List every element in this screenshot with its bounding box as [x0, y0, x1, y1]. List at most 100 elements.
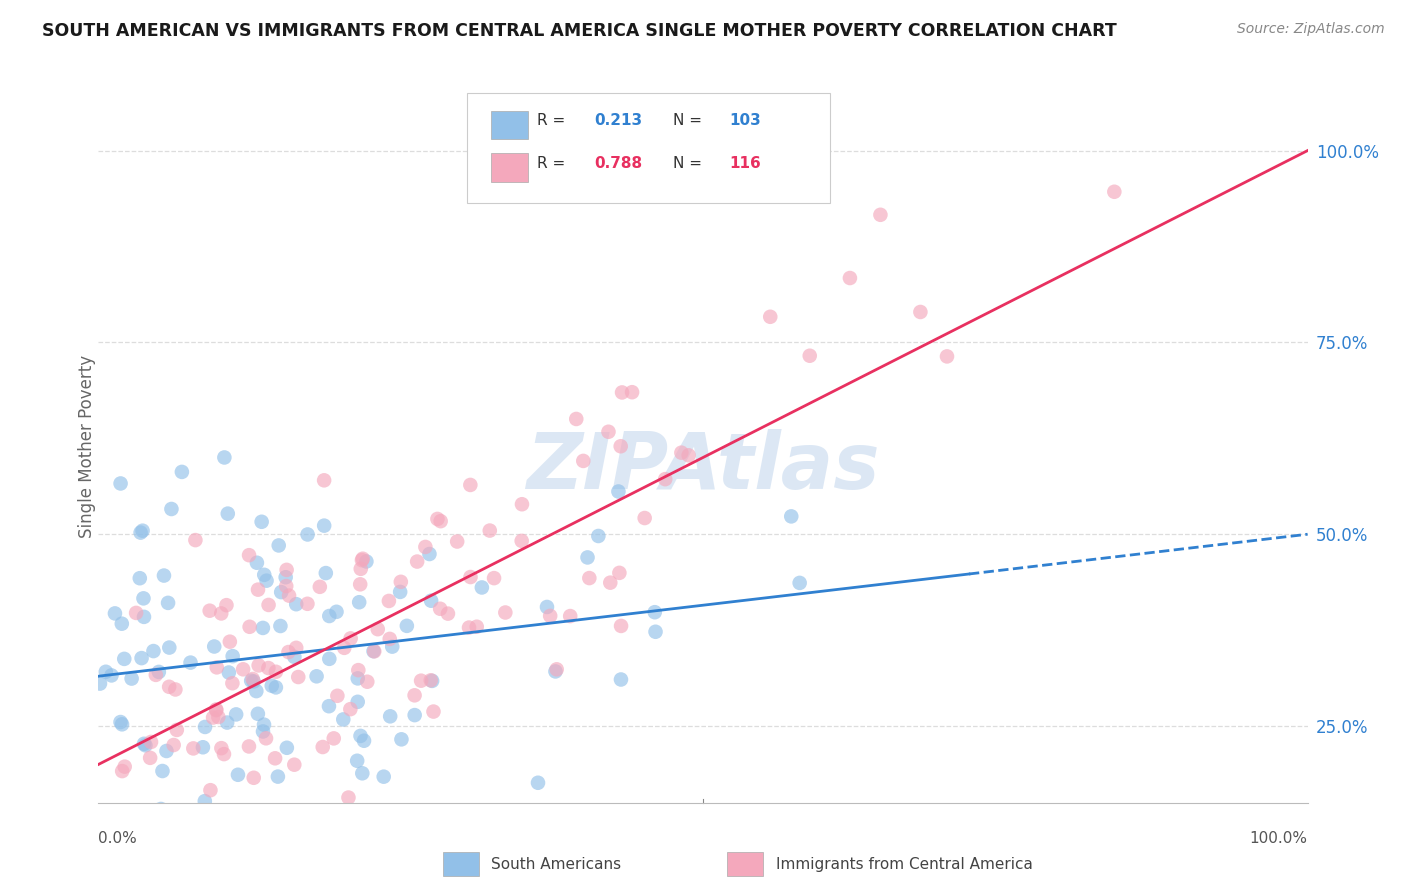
Point: [356, 554, 378, 568]
Point: [217, 715, 239, 730]
Point: [610, 673, 633, 687]
Point: [363, 644, 385, 658]
Point: [350, 562, 373, 576]
Point: [420, 593, 443, 607]
Point: [560, 609, 582, 624]
Point: [97, 825, 120, 839]
Point: [131, 524, 153, 538]
Point: [373, 770, 395, 784]
Point: [429, 601, 451, 615]
Point: [465, 620, 488, 634]
Point: [93, 849, 115, 863]
Point: [339, 702, 361, 716]
Point: [458, 621, 481, 635]
Point: [312, 739, 335, 754]
Point: [252, 724, 274, 739]
Point: [339, 632, 361, 646]
Point: [285, 597, 308, 611]
Point: [546, 662, 568, 676]
Point: [538, 608, 561, 623]
Point: [257, 661, 280, 675]
Point: [609, 566, 631, 580]
Point: [245, 684, 267, 698]
Point: [238, 739, 260, 754]
Point: [283, 865, 305, 880]
Point: [267, 538, 290, 552]
Point: [471, 581, 494, 595]
Point: [337, 790, 360, 805]
Point: [212, 747, 235, 761]
Point: [170, 465, 193, 479]
Point: [217, 507, 239, 521]
Point: [218, 665, 240, 680]
Text: Immigrants from Central America: Immigrants from Central America: [776, 856, 1032, 871]
Point: [494, 606, 516, 620]
Point: [527, 776, 550, 790]
Point: [353, 733, 375, 747]
Text: 0.0%: 0.0%: [98, 831, 138, 847]
Point: [536, 599, 558, 614]
Point: [322, 731, 344, 746]
Point: [426, 512, 449, 526]
Point: [132, 737, 155, 751]
Text: N =: N =: [672, 112, 707, 128]
Text: R =: R =: [537, 155, 571, 170]
Point: [215, 598, 238, 612]
Point: [510, 497, 533, 511]
Point: [157, 640, 180, 655]
Point: [404, 689, 426, 703]
Point: [149, 802, 172, 816]
Point: [121, 672, 143, 686]
Point: [277, 645, 299, 659]
Point: [163, 738, 186, 752]
Point: [157, 680, 180, 694]
Point: [276, 563, 298, 577]
Point: [415, 540, 437, 554]
Point: [278, 589, 301, 603]
Point: [165, 682, 187, 697]
Point: [287, 670, 309, 684]
Point: [598, 425, 620, 439]
Point: [572, 454, 595, 468]
Point: [254, 731, 277, 746]
Text: 103: 103: [730, 112, 762, 128]
Point: [242, 672, 264, 686]
Point: [352, 551, 374, 566]
Point: [799, 349, 821, 363]
Point: [250, 515, 273, 529]
Point: [257, 598, 280, 612]
Point: [131, 651, 153, 665]
Point: [276, 579, 298, 593]
Point: [160, 502, 183, 516]
Point: [482, 571, 505, 585]
Point: [315, 566, 337, 580]
Text: South Americans: South Americans: [492, 856, 621, 871]
Point: [246, 582, 269, 597]
Point: [194, 720, 217, 734]
Point: [759, 310, 782, 324]
Point: [139, 751, 162, 765]
Text: R =: R =: [537, 112, 571, 128]
Point: [256, 574, 278, 588]
Point: [349, 577, 371, 591]
Point: [145, 668, 167, 682]
Point: [254, 814, 277, 829]
Point: [125, 606, 148, 620]
Point: [332, 713, 354, 727]
Point: [180, 656, 202, 670]
Point: [191, 740, 214, 755]
Point: [607, 484, 630, 499]
Point: [238, 548, 260, 562]
Point: [391, 732, 413, 747]
Point: [129, 525, 152, 540]
Point: [200, 783, 222, 797]
Point: [418, 547, 440, 561]
Point: [367, 622, 389, 636]
Point: [157, 596, 180, 610]
Point: [839, 271, 862, 285]
Point: [420, 673, 443, 688]
Point: [404, 708, 426, 723]
Point: [578, 571, 600, 585]
Point: [264, 665, 287, 679]
Point: [148, 665, 170, 679]
